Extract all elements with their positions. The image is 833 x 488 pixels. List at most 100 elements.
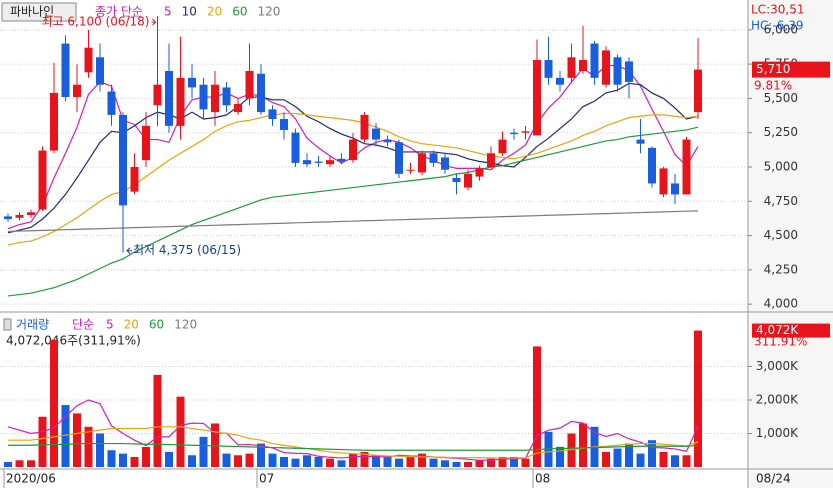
legend-entry: 10 <box>182 5 197 19</box>
legend-entry: 120 <box>174 318 197 332</box>
volume-bar <box>579 423 587 467</box>
ma-line <box>8 442 699 451</box>
candle-body <box>360 114 369 140</box>
lc-text: LC:30,51 <box>751 3 804 17</box>
y-tick-label: 2,000K <box>756 393 799 407</box>
volume-bar <box>602 451 610 467</box>
volume-bar <box>142 446 150 467</box>
volume-bar <box>84 426 93 467</box>
candle-body <box>567 57 576 78</box>
price-box-label: 5,710 <box>756 62 790 76</box>
candle-body <box>96 57 104 85</box>
volume-bar <box>119 453 127 467</box>
candle-body <box>165 70 173 126</box>
candle-body <box>73 84 81 98</box>
volume-title: 거래량 <box>16 318 49 332</box>
candle-body <box>579 60 587 71</box>
candle-body <box>487 153 495 168</box>
candle-body <box>38 150 47 210</box>
volume-bar <box>556 446 564 467</box>
volume-bar <box>245 453 254 467</box>
y-tick-label: 6,000 <box>764 22 798 36</box>
y-tick-label: 4,500 <box>764 228 798 242</box>
volume-bar <box>4 461 12 467</box>
y-tick-label: 4,750 <box>764 194 798 208</box>
volume-bar <box>73 413 81 467</box>
volume-bar <box>257 443 265 467</box>
legend-button[interactable] <box>1 2 77 22</box>
x-tick-label: 07 <box>259 472 274 486</box>
candle-body <box>245 70 254 99</box>
candle-body <box>107 91 116 115</box>
volume-bar <box>61 405 70 467</box>
volume-bar <box>96 433 104 467</box>
candle-body <box>533 60 541 136</box>
price-box <box>752 61 830 78</box>
candle-body <box>280 118 288 130</box>
candle-body <box>326 160 334 165</box>
candle-body <box>521 131 530 133</box>
low-arrow <box>126 247 132 255</box>
volume-bar <box>383 456 392 467</box>
candle-body <box>119 114 127 206</box>
candle-body <box>50 92 58 151</box>
volume-bar <box>487 458 495 467</box>
legend-entry: 5 <box>106 318 114 332</box>
candle-body <box>15 215 24 218</box>
volume-bar <box>694 330 702 467</box>
volume-bar <box>510 456 518 467</box>
legend-title: 종가 단순 <box>95 5 143 19</box>
legend-entry: 120 <box>257 5 280 19</box>
volume-bar <box>176 396 185 467</box>
legend-handle[interactable] <box>3 318 12 331</box>
candle-body <box>199 84 208 110</box>
volume-bar <box>222 453 231 467</box>
candle-body <box>544 60 553 78</box>
candle-body <box>4 216 12 220</box>
candle-body <box>694 69 702 113</box>
candle-body <box>671 183 679 195</box>
legend-entry: 20 <box>124 318 139 332</box>
candle-body <box>130 167 139 192</box>
candle-body <box>475 168 484 177</box>
candle-body <box>153 84 162 106</box>
volume-bar <box>326 458 334 467</box>
candle-body <box>452 177 461 183</box>
high-annotation: 최고 6,100 (06/18) <box>41 15 149 29</box>
y-tick-label: 4,000 <box>764 297 798 311</box>
candle-body <box>291 132 300 163</box>
volume-bar <box>441 460 449 467</box>
volume-box <box>752 323 830 338</box>
candle-body <box>349 139 357 161</box>
volume-bar <box>533 346 541 467</box>
volume-bar <box>636 453 645 467</box>
volume-bar <box>107 450 116 467</box>
button-label[interactable]: 파바나인 <box>10 5 54 19</box>
candle-body <box>648 147 656 184</box>
volume-bar <box>234 455 242 467</box>
volume-bar <box>349 453 357 467</box>
volume-bar <box>613 448 622 467</box>
volume-bar <box>268 453 277 467</box>
volume-bar <box>314 456 323 467</box>
y-tick-label: 5,250 <box>764 125 798 139</box>
legend-entry: 20 <box>207 5 222 19</box>
volume-bar <box>337 460 346 467</box>
volume-bar <box>418 453 426 467</box>
candle-body <box>406 169 415 171</box>
volume-bar <box>671 455 679 467</box>
y-tick-label: 5,000 <box>764 160 798 174</box>
volume-bar <box>452 461 461 467</box>
volume-bar <box>625 443 633 467</box>
volume-text: 4,072,046주(311,91%) <box>6 334 141 348</box>
candle-body <box>590 43 599 78</box>
y-tick-label: 4,250 <box>764 262 798 276</box>
x-tick-label: 2020/06 <box>6 472 56 486</box>
candle-body <box>84 47 93 73</box>
cursor-date: 08/24 <box>756 472 791 486</box>
volume-bar <box>15 460 24 467</box>
volume-bar <box>38 416 47 467</box>
candle-body <box>510 132 518 135</box>
candle-body <box>268 109 277 119</box>
